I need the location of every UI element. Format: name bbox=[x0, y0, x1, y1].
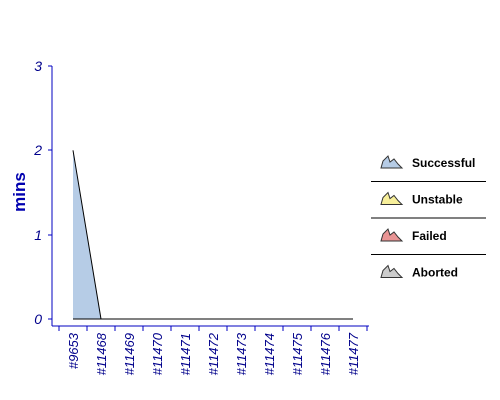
x-tick-label: #11474 bbox=[262, 333, 277, 375]
legend-label: Successful bbox=[412, 156, 475, 170]
series-layer bbox=[72, 150, 353, 320]
y-tick-label: 3 bbox=[34, 58, 42, 74]
y-axis-label: mins bbox=[10, 172, 29, 212]
y-tick-label: 0 bbox=[34, 311, 42, 327]
x-tick-label: #11476 bbox=[318, 332, 333, 375]
x-tick-label: #11472 bbox=[206, 332, 221, 375]
x-tick-label: #11471 bbox=[178, 333, 193, 375]
x-tick-label: #11468 bbox=[94, 332, 109, 375]
legend-label: Unstable bbox=[412, 193, 463, 207]
legend-item-aborted: Aborted bbox=[380, 264, 458, 280]
legend-swatch-unstable bbox=[380, 191, 404, 205]
legend-label: Aborted bbox=[412, 266, 458, 280]
x-tick-label: #11469 bbox=[122, 333, 137, 375]
legend-label: Failed bbox=[412, 229, 447, 243]
legend-item-failed: Failed bbox=[371, 228, 486, 255]
series-area-successful bbox=[73, 150, 353, 319]
legend-swatch-successful bbox=[380, 155, 404, 169]
x-tick-label: #11470 bbox=[150, 332, 165, 375]
axes-layer: 0 1 2 3 #9653 #11468 #11469 #11470 #11471 #11472 #… bbox=[33, 58, 369, 375]
x-tick-label: #11473 bbox=[234, 332, 249, 375]
legend-swatch-aborted bbox=[380, 264, 404, 278]
legend-item-successful: Successful bbox=[371, 155, 486, 182]
y-tick-label: 2 bbox=[33, 142, 42, 158]
legend: Successful Unstable Failed Aborted bbox=[371, 155, 486, 280]
x-tick-label: #11477 bbox=[346, 332, 361, 375]
x-tick-label: #9653 bbox=[66, 332, 81, 369]
x-tick-label: #11475 bbox=[290, 332, 305, 375]
y-tick-label: 1 bbox=[34, 227, 42, 243]
series-line-successful bbox=[72, 150, 353, 320]
legend-item-unstable: Unstable bbox=[371, 191, 486, 219]
legend-swatch-failed bbox=[380, 228, 404, 242]
